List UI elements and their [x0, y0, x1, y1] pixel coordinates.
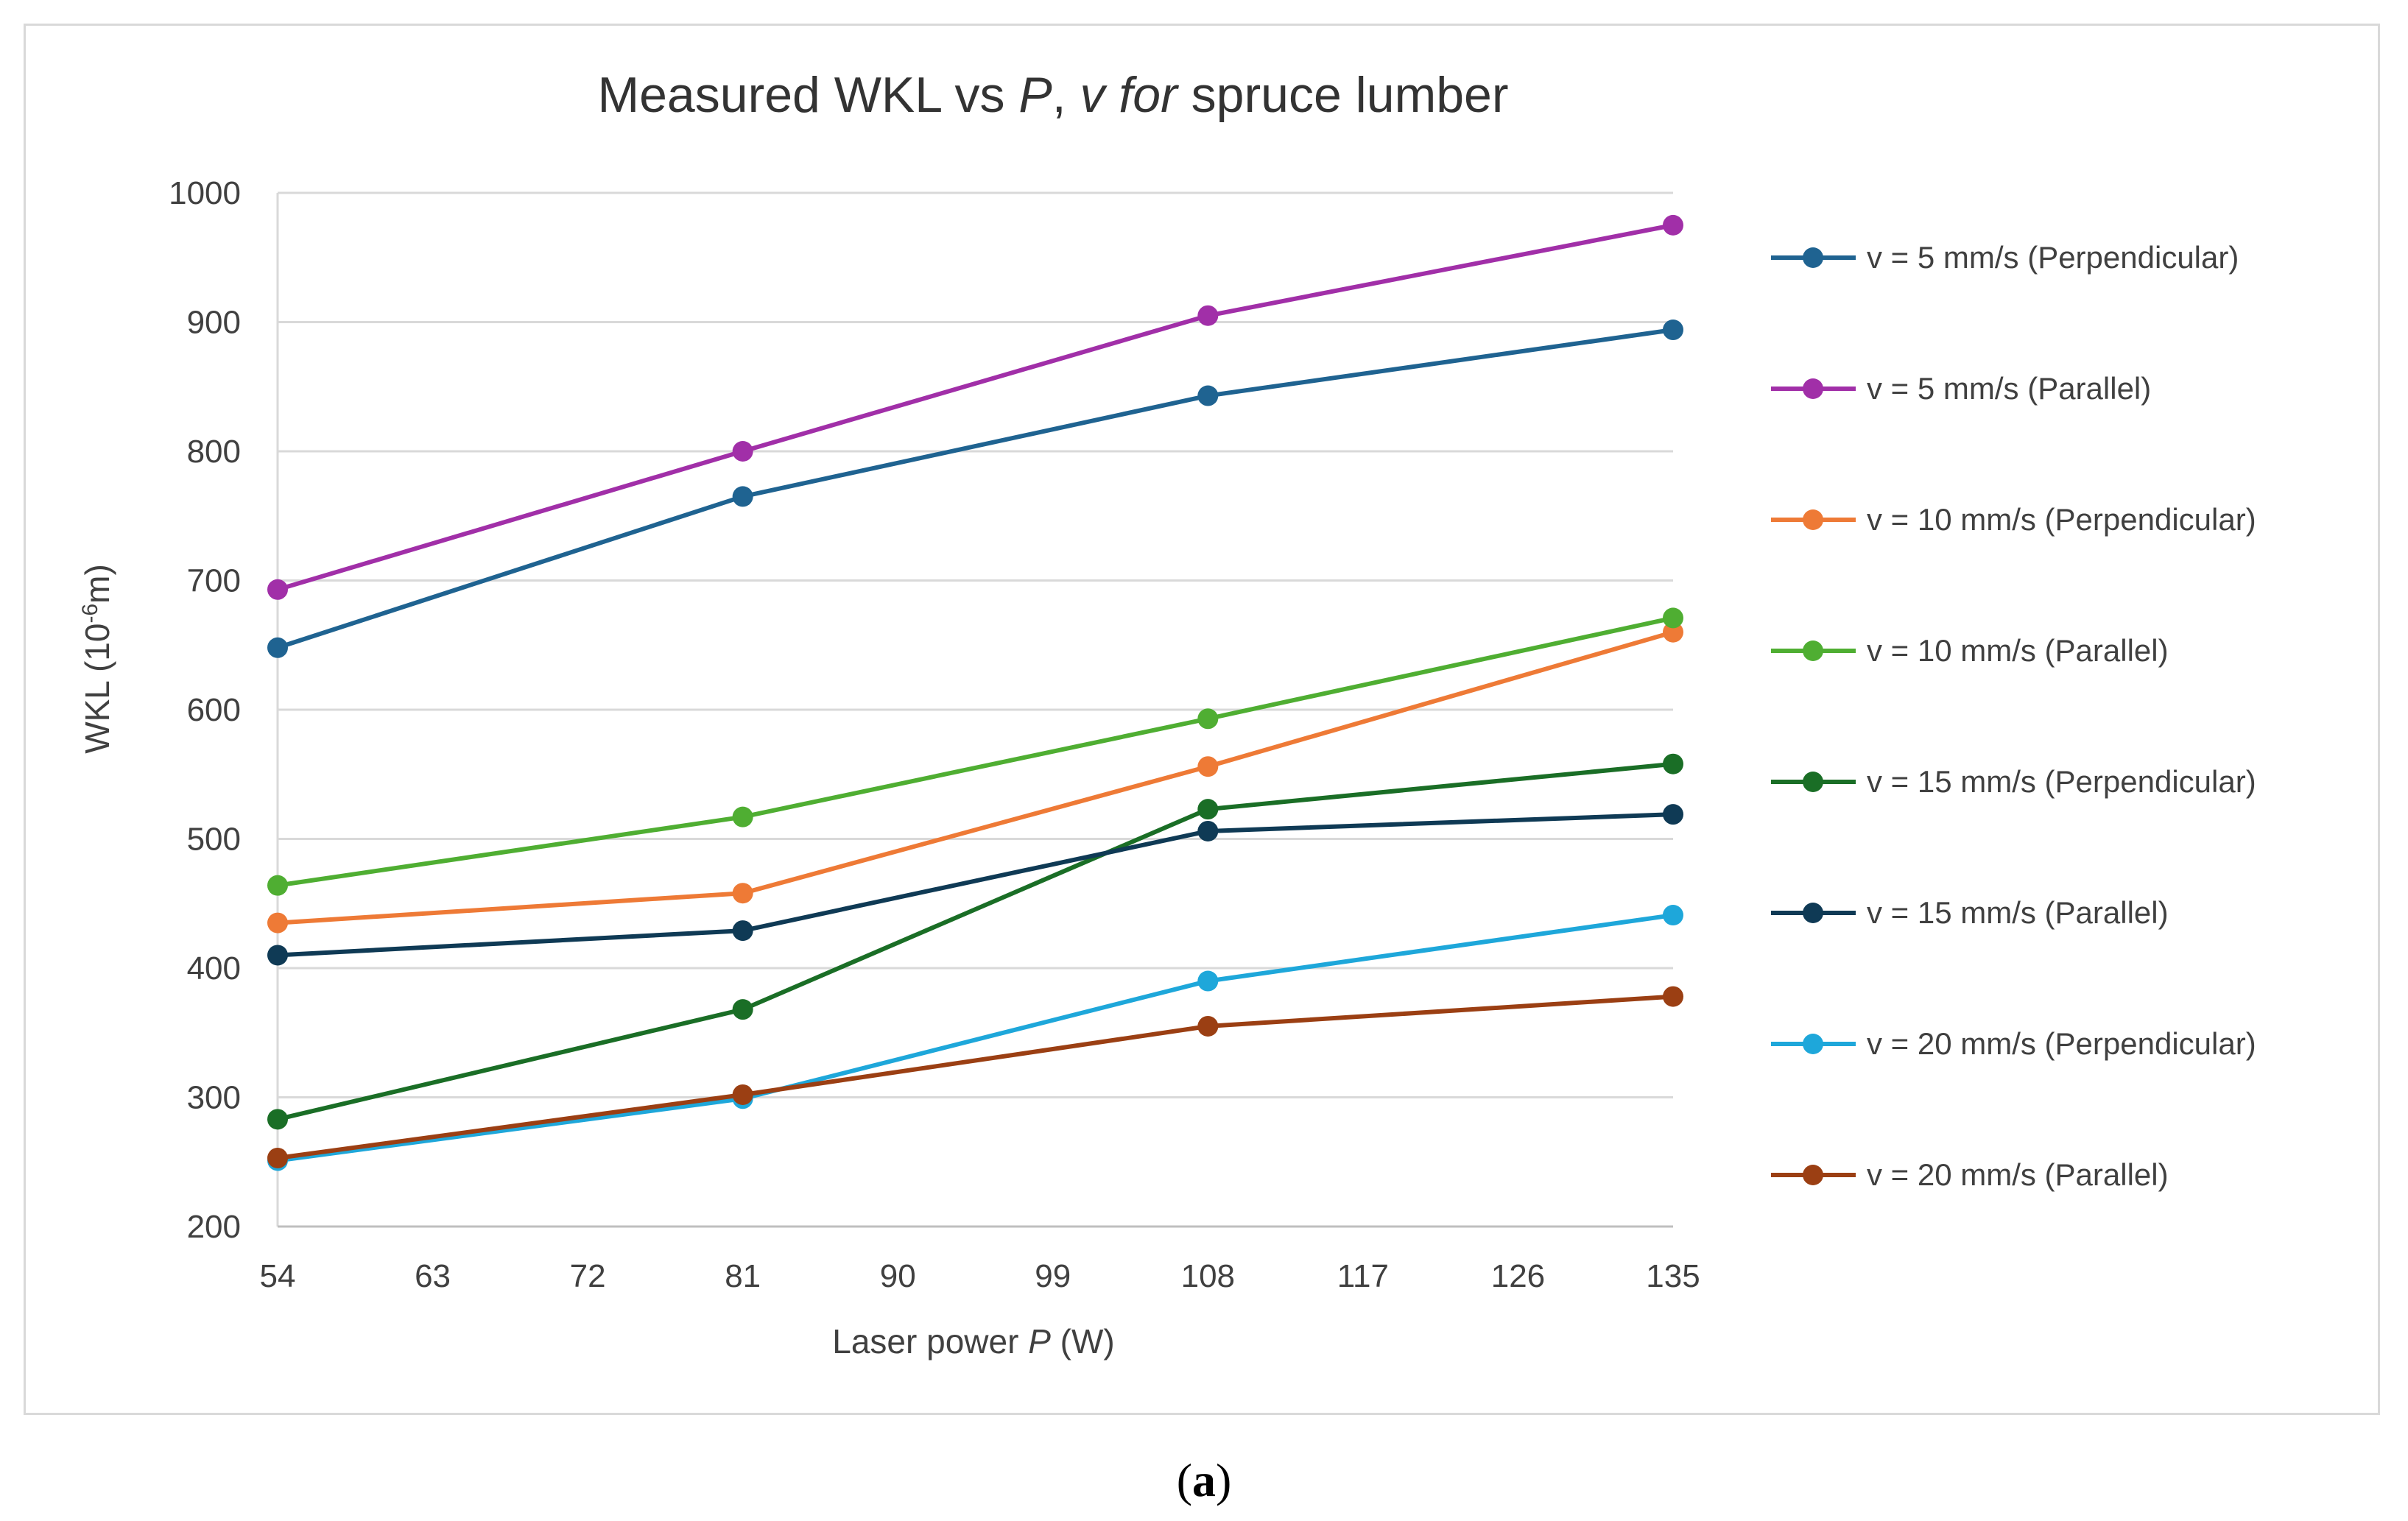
series-group — [267, 753, 1683, 1130]
x-tick-label: 54 — [260, 1258, 296, 1294]
data-point — [267, 579, 288, 600]
data-point — [1197, 305, 1219, 326]
legend-entry: v = 20 mm/s (Perpendicular) — [1771, 1026, 2256, 1061]
legend-label: v = 20 mm/s (Parallel) — [1867, 1157, 2169, 1192]
x-tick-label: 63 — [415, 1258, 451, 1294]
chart-title: Measured WKL vs P, v for spruce lumber — [597, 67, 1508, 123]
data-point — [732, 920, 753, 942]
data-point — [732, 486, 753, 507]
legend-marker — [1803, 640, 1823, 661]
data-point — [1197, 970, 1219, 992]
axes — [276, 193, 1673, 1228]
data-point — [1197, 799, 1219, 820]
x-tick-label: 72 — [570, 1258, 606, 1294]
legend-marker — [1803, 509, 1823, 530]
series-line — [277, 812, 1674, 958]
legend-entry: v = 15 mm/s (Parallel) — [1771, 895, 2169, 930]
data-point — [1663, 753, 1683, 774]
x-tick-label: 81 — [725, 1258, 761, 1294]
legend: v = 5 mm/s (Perpendicular) v = 5 mm/s (Pa… — [1771, 240, 2256, 1192]
legend-entry: v = 20 mm/s (Parallel) — [1771, 1157, 2169, 1192]
data-point — [267, 912, 288, 934]
y-tick-labels: 200 300 400 500 600 700 800 900 1000 — [169, 175, 241, 1245]
legend-entry: v = 10 mm/s (Parallel) — [1771, 633, 2169, 668]
data-point — [1197, 1015, 1219, 1037]
y-tick-label: 300 — [187, 1080, 241, 1116]
y-tick-label: 600 — [187, 692, 241, 728]
figure-caption: (a) — [1177, 1454, 1232, 1506]
y-tick-label: 400 — [187, 950, 241, 987]
x-tick-label: 108 — [1181, 1258, 1235, 1294]
y-tick-label: 700 — [187, 563, 241, 599]
gridlines — [278, 191, 1673, 1098]
x-tick-label: 117 — [1337, 1258, 1389, 1294]
series-line — [277, 913, 1674, 1163]
y-tick-label: 900 — [187, 305, 241, 341]
series-line — [277, 629, 1674, 925]
x-tick-label: 90 — [880, 1258, 916, 1294]
data-point — [1663, 905, 1683, 926]
legend-entry: v = 10 mm/s (Perpendicular) — [1771, 502, 2256, 537]
legend-label: v = 5 mm/s (Perpendicular) — [1867, 240, 2239, 275]
y-tick-label: 800 — [187, 434, 241, 470]
legend-label: v = 20 mm/s (Perpendicular) — [1867, 1026, 2256, 1061]
legend-entry: v = 5 mm/s (Perpendicular) — [1771, 240, 2239, 275]
series-line — [277, 222, 1674, 592]
data-point — [1197, 820, 1219, 841]
data-point — [1197, 708, 1219, 730]
legend-marker — [1803, 772, 1823, 792]
series-group — [267, 986, 1683, 1168]
series-lines — [267, 214, 1683, 1171]
legend-label: v = 15 mm/s (Parallel) — [1867, 895, 2169, 930]
legend-marker — [1803, 247, 1823, 268]
data-point — [732, 1084, 753, 1105]
legend-label: v = 10 mm/s (Parallel) — [1867, 633, 2169, 668]
legend-marker — [1803, 378, 1823, 399]
data-point — [1663, 214, 1683, 236]
x-axis-title: Laser power P (W) — [832, 1322, 1114, 1361]
legend-marker — [1803, 1034, 1823, 1054]
series-line — [277, 615, 1674, 888]
data-point — [732, 441, 753, 462]
data-point — [1663, 607, 1683, 629]
data-point — [1197, 385, 1219, 406]
x-tick-label: 135 — [1646, 1258, 1700, 1294]
legend-entry: v = 5 mm/s (Parallel) — [1771, 371, 2151, 406]
data-point — [267, 637, 288, 658]
y-axis-title: WKL (10-6m) — [78, 564, 116, 754]
series-group — [267, 621, 1683, 934]
series-group — [267, 320, 1683, 658]
data-point — [267, 1147, 288, 1168]
series-line — [277, 761, 1674, 1122]
x-tick-label: 126 — [1491, 1258, 1545, 1294]
legend-label: v = 15 mm/s (Perpendicular) — [1867, 764, 2256, 799]
series-group — [267, 214, 1683, 600]
y-tick-label: 500 — [187, 822, 241, 858]
data-point — [1663, 320, 1683, 341]
series-group — [267, 804, 1683, 966]
data-point — [1197, 756, 1219, 777]
data-point — [732, 806, 753, 827]
data-point — [267, 1109, 288, 1130]
x-tick-label: 99 — [1035, 1258, 1071, 1294]
data-point — [1663, 804, 1683, 825]
data-point — [267, 875, 288, 896]
legend-label: v = 5 mm/s (Parallel) — [1867, 371, 2151, 406]
y-tick-label: 1000 — [169, 175, 241, 211]
y-tick-label: 200 — [187, 1209, 241, 1245]
data-point — [1663, 621, 1683, 643]
data-point — [732, 999, 753, 1020]
x-tick-labels: 54 63 72 81 90 99 108 117 126 135 — [260, 1258, 1700, 1294]
legend-marker — [1803, 903, 1823, 923]
series-line — [277, 994, 1674, 1160]
data-point — [1663, 986, 1683, 1007]
data-point — [732, 883, 753, 904]
legend-label: v = 10 mm/s (Perpendicular) — [1867, 502, 2256, 537]
series-group — [267, 607, 1683, 896]
legend-marker — [1803, 1165, 1823, 1185]
legend-entry: v = 15 mm/s (Perpendicular) — [1771, 764, 2256, 799]
data-point — [267, 945, 288, 966]
series-line — [277, 328, 1674, 650]
